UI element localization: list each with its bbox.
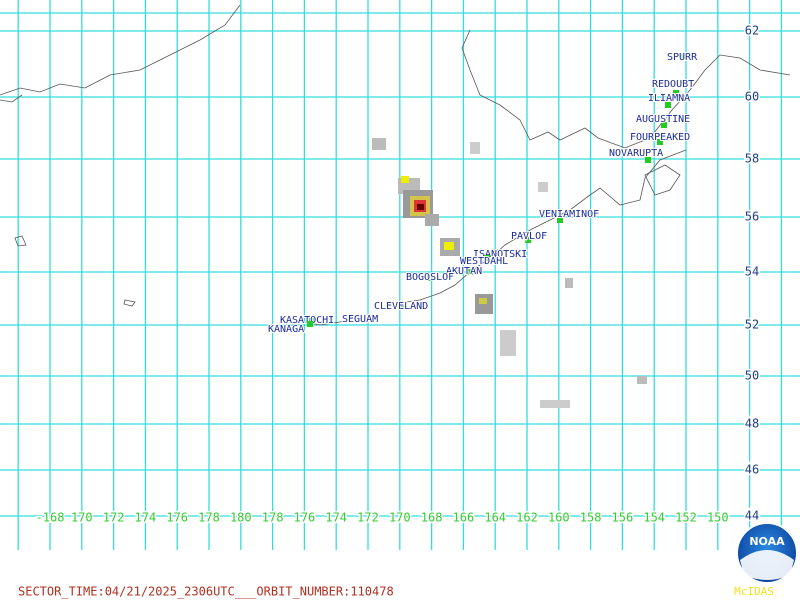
volcano-marker [673, 90, 679, 96]
longitude-label: 160 [548, 511, 570, 525]
latitude-label: 52 [745, 318, 759, 332]
longitude-label: 178 [262, 511, 284, 525]
volcano-name: REDOUBT [652, 79, 694, 90]
volcano-marker [657, 139, 663, 145]
volcano-name: AUGUSTINE [636, 114, 690, 125]
longitude-label: 172 [357, 511, 379, 525]
volcano-marker [661, 122, 667, 128]
latitude-label: 50 [745, 369, 759, 383]
longitude-label: 150 [707, 511, 729, 525]
latitude-label: 62 [745, 24, 759, 38]
longitude-label: 174 [135, 511, 157, 525]
volcano-name: FOURPEAKED [630, 132, 690, 143]
volcano-marker [307, 321, 313, 327]
noaa-logo: NOAA McIDAS [734, 522, 798, 598]
latitude-label: 56 [745, 210, 759, 224]
volcano-marker [645, 157, 651, 163]
longitude-label: 174 [325, 511, 347, 525]
longitude-label: 176 [166, 511, 188, 525]
longitude-label: 158 [580, 511, 602, 525]
longitude-label: -168 [36, 511, 65, 525]
longitude-label: 164 [484, 511, 506, 525]
volcano-marker [525, 237, 531, 243]
longitude-label: 168 [421, 511, 443, 525]
longitude-label: 152 [675, 511, 697, 525]
volcano-name: KASATOCHI [280, 315, 334, 326]
volcano-marker [427, 275, 433, 281]
coastlines [0, 4, 791, 326]
volcano-name: CLEVELAND [374, 301, 428, 312]
volcano-name: SPURR [667, 52, 698, 63]
volcano-name: ILIAMNA [648, 93, 690, 104]
volcano-name: SEGUAM [342, 314, 378, 325]
volcano-marker [665, 102, 671, 108]
volcano-name: AKUTAN [446, 266, 482, 277]
latitude-label: 60 [745, 90, 759, 104]
latitude-label: 48 [745, 417, 759, 431]
labels: 62 60 58 56 54 52 50 48 46 44 -168 170 172 174 176 178 1… [34, 22, 761, 526]
footer: SECTOR_TIME:04/21/2025_2306UTC___ORBIT_N… [18, 585, 394, 599]
latitude-label: 58 [745, 152, 759, 166]
longitude-label: 162 [516, 511, 538, 525]
volcano-name: VENIAMINOF [539, 209, 599, 220]
logo-caption: McIDAS [734, 585, 774, 598]
satellite-returns [372, 138, 647, 408]
volcano-marker [354, 315, 360, 321]
longitude-label: 172 [103, 511, 125, 525]
longitude-label: 176 [294, 511, 316, 525]
longitude-label: 180 [230, 511, 252, 525]
volcano-name: PAVLOF [511, 231, 547, 242]
longitude-label: 170 [71, 511, 93, 525]
longitude-label: 154 [643, 511, 665, 525]
longitude-label: 178 [198, 511, 220, 525]
volcano-name: NOVARUPTA [609, 148, 663, 159]
volcano-marker [492, 249, 498, 255]
logo-wave [740, 550, 794, 580]
longitude-label: 166 [453, 511, 475, 525]
latitude-label: 54 [745, 265, 759, 279]
volcano-name: WESTDAHL [460, 256, 508, 267]
volcano-marker [467, 269, 473, 275]
volcano-marker [399, 302, 405, 308]
volcano-name: BOGOSLOF [406, 272, 454, 283]
volcano-marker [557, 217, 563, 223]
volcano-marker [484, 255, 490, 261]
longitude-label: 170 [389, 511, 411, 525]
volcano-marker [679, 54, 685, 60]
latitude-label: 46 [745, 463, 759, 477]
volcano-name: KANAGA [268, 324, 304, 335]
longitude-label: 156 [612, 511, 634, 525]
latitude-label: 44 [745, 509, 759, 523]
logo-name: NOAA [749, 535, 785, 548]
